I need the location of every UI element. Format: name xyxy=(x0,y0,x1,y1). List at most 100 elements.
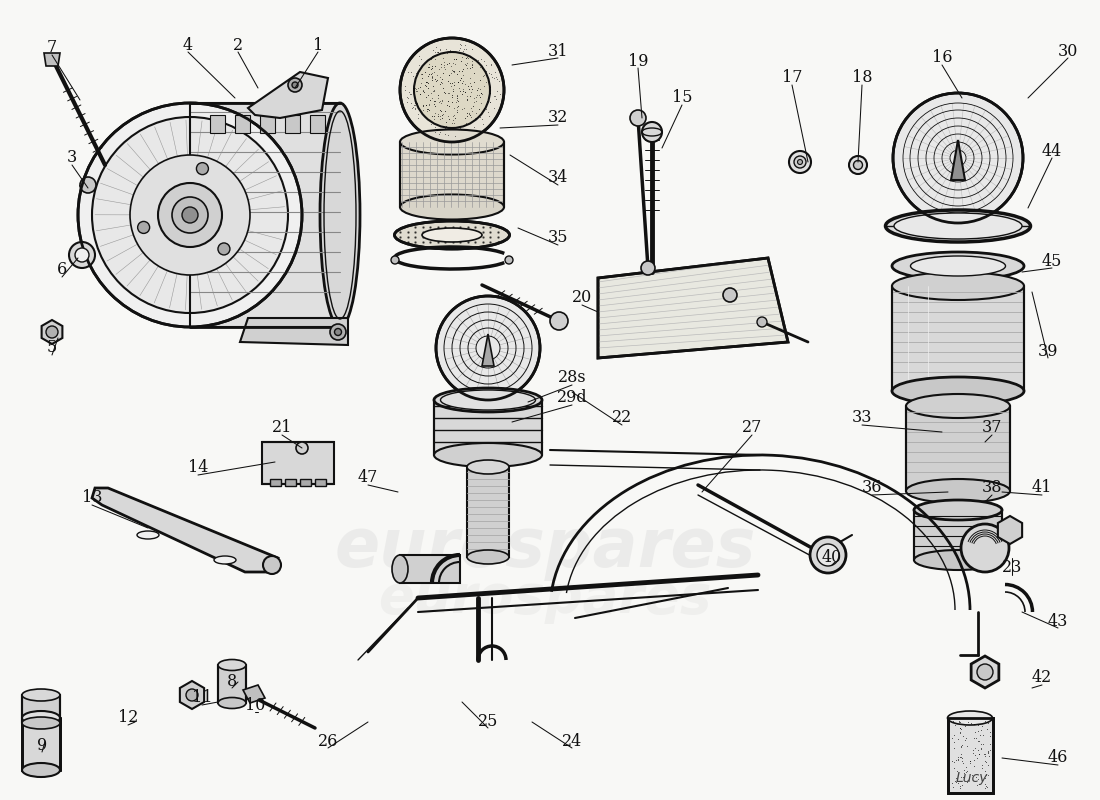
Bar xyxy=(210,115,225,133)
Text: 35: 35 xyxy=(548,230,569,246)
Text: 47: 47 xyxy=(358,470,378,486)
Circle shape xyxy=(810,537,846,573)
Bar xyxy=(434,400,542,455)
Circle shape xyxy=(977,664,993,680)
Circle shape xyxy=(794,156,806,168)
Ellipse shape xyxy=(434,443,542,467)
Circle shape xyxy=(296,442,308,454)
Bar xyxy=(468,467,509,557)
Circle shape xyxy=(798,159,803,165)
Circle shape xyxy=(893,93,1023,223)
Bar xyxy=(22,695,61,723)
Circle shape xyxy=(138,222,150,234)
Polygon shape xyxy=(998,516,1022,544)
Text: 1: 1 xyxy=(312,37,323,54)
Text: 34: 34 xyxy=(548,170,569,186)
Text: 14: 14 xyxy=(188,459,208,477)
Ellipse shape xyxy=(947,711,992,725)
Ellipse shape xyxy=(886,210,1031,242)
Circle shape xyxy=(80,177,96,193)
Ellipse shape xyxy=(218,698,246,709)
Bar xyxy=(270,479,280,486)
Ellipse shape xyxy=(392,555,408,583)
Circle shape xyxy=(46,326,58,338)
Bar xyxy=(315,479,326,486)
Text: Lucy: Lucy xyxy=(956,771,988,785)
Circle shape xyxy=(723,288,737,302)
Circle shape xyxy=(330,324,346,340)
Bar xyxy=(906,406,1010,491)
Circle shape xyxy=(390,256,399,264)
Bar xyxy=(310,115,324,133)
Circle shape xyxy=(849,156,867,174)
Polygon shape xyxy=(952,140,965,180)
Text: 32: 32 xyxy=(548,110,569,126)
Bar xyxy=(285,115,300,133)
Text: 29d: 29d xyxy=(557,390,587,406)
Text: 25: 25 xyxy=(477,714,498,730)
Text: 4: 4 xyxy=(183,37,194,54)
Circle shape xyxy=(630,110,646,126)
Ellipse shape xyxy=(320,103,360,327)
Text: 13: 13 xyxy=(81,490,102,506)
Text: 8: 8 xyxy=(227,674,238,690)
Text: 17: 17 xyxy=(782,70,802,86)
Bar xyxy=(400,142,504,207)
Circle shape xyxy=(218,243,230,255)
Text: 3: 3 xyxy=(67,150,77,166)
Ellipse shape xyxy=(22,711,61,725)
Circle shape xyxy=(288,78,302,92)
Text: 27: 27 xyxy=(741,419,762,437)
Text: 40: 40 xyxy=(822,550,843,566)
Circle shape xyxy=(789,151,811,173)
Circle shape xyxy=(182,207,198,223)
Circle shape xyxy=(263,556,280,574)
Circle shape xyxy=(186,689,198,701)
Bar xyxy=(285,479,296,486)
Polygon shape xyxy=(42,320,63,344)
Text: 24: 24 xyxy=(562,734,582,750)
Text: 19: 19 xyxy=(628,54,648,70)
Polygon shape xyxy=(44,53,60,66)
Text: 11: 11 xyxy=(191,690,212,706)
Text: 37: 37 xyxy=(981,419,1002,437)
Bar xyxy=(260,115,275,133)
Text: 22: 22 xyxy=(612,410,632,426)
Polygon shape xyxy=(971,656,999,688)
Bar xyxy=(892,286,1024,391)
Text: 44: 44 xyxy=(1042,143,1063,161)
Text: 26: 26 xyxy=(318,734,338,750)
Polygon shape xyxy=(598,258,788,358)
Text: 46: 46 xyxy=(1048,750,1068,766)
Ellipse shape xyxy=(395,221,509,249)
Text: 7: 7 xyxy=(47,39,57,57)
Ellipse shape xyxy=(22,717,61,729)
Text: 31: 31 xyxy=(548,43,569,61)
Polygon shape xyxy=(482,334,494,366)
Text: 28s: 28s xyxy=(558,370,586,386)
Text: eurospares: eurospares xyxy=(378,572,712,624)
Text: 21: 21 xyxy=(272,419,293,437)
Circle shape xyxy=(961,524,1009,572)
Ellipse shape xyxy=(22,689,61,701)
Text: 42: 42 xyxy=(1032,670,1052,686)
Ellipse shape xyxy=(400,130,504,154)
Ellipse shape xyxy=(906,479,1010,503)
Text: eurospares: eurospares xyxy=(334,515,756,581)
Text: 10: 10 xyxy=(245,697,265,714)
Ellipse shape xyxy=(914,500,1002,520)
Polygon shape xyxy=(240,318,348,345)
Bar xyxy=(948,718,993,793)
Polygon shape xyxy=(180,681,205,709)
Ellipse shape xyxy=(892,252,1024,280)
Circle shape xyxy=(75,248,89,262)
Ellipse shape xyxy=(22,763,61,777)
Ellipse shape xyxy=(440,390,536,410)
Polygon shape xyxy=(92,488,278,572)
Bar xyxy=(948,718,993,793)
Ellipse shape xyxy=(434,388,542,412)
Bar xyxy=(190,103,340,327)
Circle shape xyxy=(854,161,862,170)
Bar xyxy=(218,665,246,703)
Text: 23: 23 xyxy=(1002,559,1022,577)
